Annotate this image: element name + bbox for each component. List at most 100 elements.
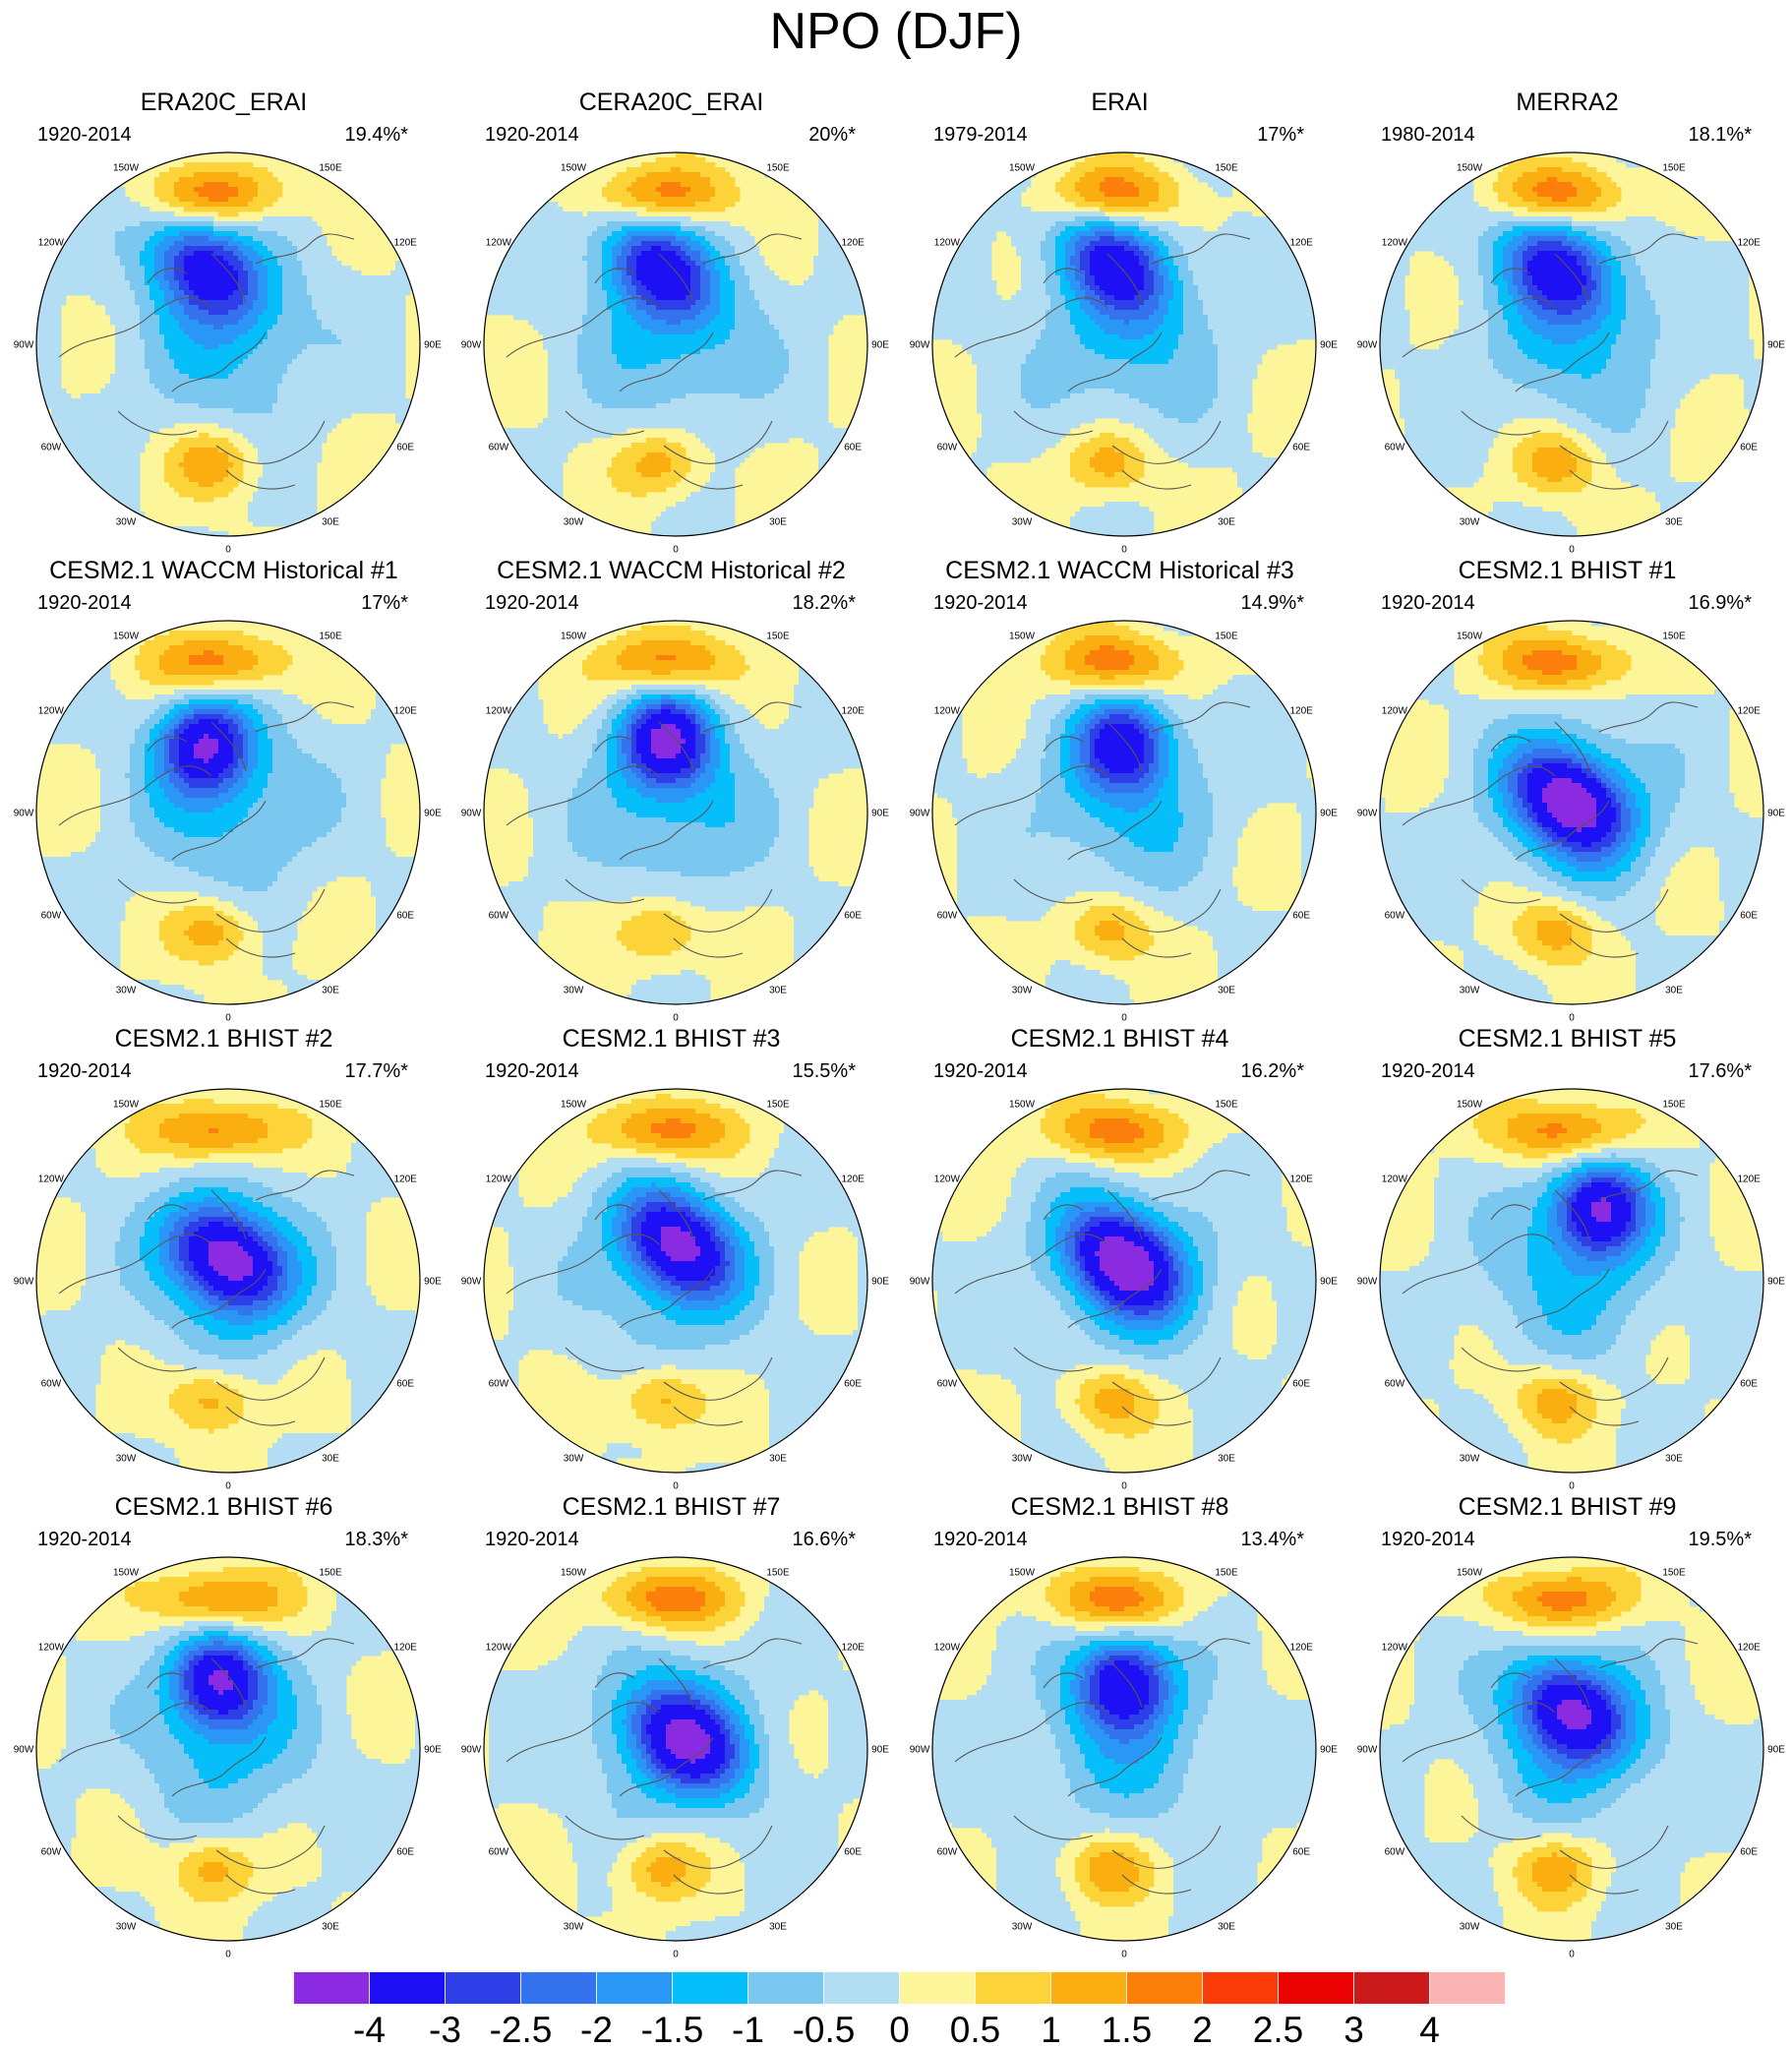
panel-period: 1920-2014 bbox=[1381, 1060, 1475, 1083]
longitude-label: 90W bbox=[910, 809, 930, 819]
longitude-label: 120W bbox=[934, 238, 961, 249]
longitude-label: 30E bbox=[322, 986, 339, 996]
longitude-label: 0 bbox=[673, 1481, 679, 1491]
longitude-label: 150E bbox=[319, 1567, 342, 1578]
longitude-label: 120E bbox=[841, 1643, 865, 1654]
longitude-label: 120E bbox=[393, 238, 417, 249]
map-panel: CESM2.1 BHIST #5 1920-2014 17.6%* 180 150E 12… bbox=[1344, 1025, 1791, 1492]
anomaly-field bbox=[1380, 621, 1763, 1004]
longitude-label: 30W bbox=[564, 1454, 584, 1465]
map-panel: CESM2.1 BHIST #4 1920-2014 16.2%* 180 150E 12… bbox=[896, 1025, 1344, 1492]
polar-map: 180 150E 120E 90E 60E 30E 0 30W 60W 90W 120W 150W bbox=[910, 1550, 1339, 1958]
longitude-label: 0 bbox=[1569, 545, 1575, 555]
longitude-label: 60E bbox=[1292, 911, 1310, 922]
longitude-label: 60W bbox=[1385, 1379, 1405, 1390]
longitude-label: 120W bbox=[486, 238, 512, 249]
coastlines bbox=[1402, 1170, 1699, 1426]
longitude-label: 60W bbox=[1385, 911, 1405, 922]
panel-title: CESM2.1 BHIST #7 bbox=[448, 1493, 895, 1522]
longitude-label: 60E bbox=[1292, 1379, 1310, 1390]
longitude-label: 150W bbox=[1009, 1567, 1036, 1578]
longitude-label: 30W bbox=[1012, 986, 1033, 996]
longitude-label: 150W bbox=[1457, 162, 1483, 173]
longitude-label: 60W bbox=[937, 1379, 958, 1390]
panel-title: ERA20C_ERAI bbox=[0, 89, 448, 117]
map-panel: CESM2.1 BHIST #6 1920-2014 18.3%* 180 150E 12… bbox=[0, 1493, 448, 1960]
polar-map: 180 150E 120E 90E 60E 30E 0 30W 60W 90W 120W 150W bbox=[1357, 1550, 1786, 1958]
longitude-label: 180 bbox=[220, 1550, 237, 1551]
panel-period: 1920-2014 bbox=[1381, 1529, 1475, 1551]
longitude-label: 180 bbox=[668, 1082, 685, 1083]
longitude-label: 150E bbox=[766, 1099, 790, 1110]
longitude-label: 150E bbox=[319, 1099, 342, 1110]
longitude-label: 180 bbox=[1564, 1082, 1581, 1083]
panel-period: 1920-2014 bbox=[485, 592, 579, 615]
longitude-label: 150E bbox=[1215, 162, 1238, 173]
coastlines bbox=[1402, 701, 1699, 958]
longitude-label: 90E bbox=[1767, 340, 1785, 351]
colorbar-swatch bbox=[1202, 1971, 1279, 2005]
coastlines bbox=[954, 1638, 1251, 1895]
coastlines bbox=[506, 1638, 803, 1895]
longitude-label: 90W bbox=[910, 1745, 930, 1756]
longitude-label: 150W bbox=[1457, 1099, 1483, 1110]
longitude-label: 60E bbox=[1740, 1379, 1758, 1390]
longitude-label: 60W bbox=[489, 1847, 509, 1858]
longitude-label: 150W bbox=[1009, 631, 1036, 641]
longitude-label: 60E bbox=[396, 443, 414, 453]
panel-explained-variance: 18.2%* bbox=[793, 592, 857, 615]
longitude-label: 30W bbox=[1460, 986, 1480, 996]
polar-map: 180 150E 120E 90E 60E 30E 0 30W 60W 90W 120W 150W bbox=[461, 1082, 890, 1491]
panel-title: CESM2.1 WACCM Historical #1 bbox=[0, 557, 448, 585]
longitude-label: 120W bbox=[934, 1643, 961, 1654]
panel-explained-variance: 17%* bbox=[361, 592, 408, 615]
coastlines bbox=[506, 233, 803, 490]
longitude-label: 60W bbox=[489, 911, 509, 922]
longitude-label: 150E bbox=[766, 162, 790, 173]
colorbar-tick-label: 2 bbox=[1192, 2010, 1213, 2048]
longitude-label: 90W bbox=[461, 340, 482, 351]
panel-title: CESM2.1 BHIST #1 bbox=[1344, 557, 1791, 585]
panel-explained-variance: 13.4%* bbox=[1241, 1529, 1305, 1551]
map-panel: CESM2.1 BHIST #1 1920-2014 16.9%* 180 150E 12… bbox=[1344, 557, 1791, 1024]
longitude-label: 0 bbox=[1121, 1013, 1127, 1023]
colorbar-swatch bbox=[975, 1971, 1051, 2005]
colorbar-tick-label: 0.5 bbox=[950, 2010, 1000, 2048]
panel-explained-variance: 17.6%* bbox=[1689, 1060, 1753, 1083]
panel-period: 1920-2014 bbox=[37, 592, 132, 615]
longitude-label: 60E bbox=[844, 1379, 862, 1390]
longitude-label: 180 bbox=[220, 614, 237, 615]
colorbar-swatch bbox=[1050, 1971, 1127, 2005]
polar-map: 180 150E 120E 90E 60E 30E 0 30W 60W 90W 120W 150W bbox=[461, 146, 890, 554]
longitude-label: 120E bbox=[1289, 1175, 1313, 1185]
longitude-label: 60W bbox=[1385, 1847, 1405, 1858]
longitude-label: 150E bbox=[766, 631, 790, 641]
longitude-label: 180 bbox=[1564, 1550, 1581, 1551]
longitude-label: 0 bbox=[1569, 1481, 1575, 1491]
longitude-label: 90E bbox=[424, 809, 442, 819]
longitude-label: 90W bbox=[1357, 809, 1378, 819]
colorbar-swatch bbox=[1353, 1971, 1430, 2005]
panel-period: 1920-2014 bbox=[933, 592, 1028, 615]
anomaly-field bbox=[36, 621, 420, 1004]
longitude-label: 90E bbox=[424, 340, 442, 351]
coastlines bbox=[1402, 233, 1699, 490]
panel-period: 1920-2014 bbox=[37, 1529, 132, 1551]
longitude-label: 60E bbox=[1740, 443, 1758, 453]
longitude-label: 90W bbox=[910, 340, 930, 351]
longitude-label: 30E bbox=[1218, 1922, 1235, 1933]
anomaly-field bbox=[36, 1089, 420, 1473]
map-panel: CESM2.1 BHIST #7 1920-2014 16.6%* 180 150E 12… bbox=[448, 1493, 895, 1960]
longitude-label: 150W bbox=[561, 1567, 587, 1578]
longitude-label: 120W bbox=[38, 238, 65, 249]
longitude-label: 30E bbox=[322, 517, 339, 528]
longitude-label: 150W bbox=[1009, 162, 1036, 173]
longitude-label: 60W bbox=[937, 1847, 958, 1858]
colorbar-swatch bbox=[293, 1971, 370, 2005]
panel-period: 1980-2014 bbox=[1381, 124, 1475, 147]
panel-period: 1920-2014 bbox=[933, 1060, 1028, 1083]
longitude-label: 0 bbox=[225, 545, 231, 555]
longitude-label: 0 bbox=[673, 1013, 679, 1023]
longitude-label: 120W bbox=[1382, 706, 1408, 717]
panel-title: CESM2.1 BHIST #5 bbox=[1344, 1025, 1791, 1054]
